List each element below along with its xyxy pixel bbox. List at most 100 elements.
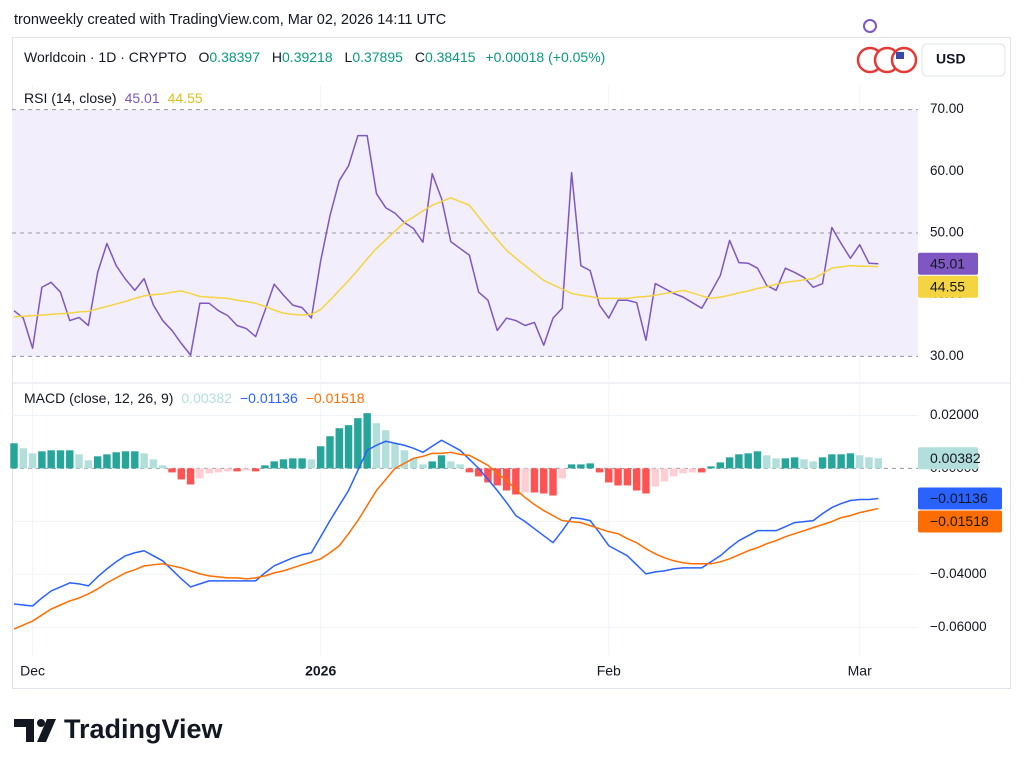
histogram-bar	[103, 454, 111, 469]
logo-mark	[14, 719, 34, 742]
histogram-bar	[493, 468, 501, 486]
value-badge	[918, 447, 978, 470]
legend: RSI (14, close) 45.01 44.55	[24, 90, 203, 106]
histogram-bar	[651, 468, 659, 487]
legend-value: 44.55	[168, 90, 203, 106]
histogram-bar	[772, 458, 780, 469]
histogram-bar	[354, 418, 362, 469]
histogram-bar	[251, 468, 260, 472]
histogram-bar	[688, 468, 697, 473]
ohlc-label: O	[199, 49, 210, 65]
histogram-bar	[725, 457, 734, 469]
legend-title: MACD (close, 12, 26, 9)	[24, 390, 173, 406]
price-change: +0.00018 (+0.05%)	[485, 49, 605, 65]
histogram-bar	[75, 454, 83, 469]
histogram-bar	[224, 468, 232, 472]
y-tick-label: 30.00	[930, 348, 964, 363]
histogram-bar	[614, 468, 622, 486]
histogram-bar	[623, 468, 632, 486]
histogram-bar	[131, 451, 139, 469]
histogram-bar	[168, 468, 176, 473]
histogram-bar	[632, 468, 641, 491]
histogram-bar	[196, 468, 204, 479]
histogram-bar	[298, 458, 306, 469]
value-badge	[918, 487, 1002, 510]
histogram-bar	[753, 451, 762, 469]
histogram-bar	[409, 458, 418, 469]
histogram-bar	[465, 468, 474, 473]
histogram-bar	[660, 468, 669, 482]
histogram-bar	[456, 464, 464, 469]
histogram-bar	[744, 453, 752, 469]
legend-value: −0.01136	[240, 390, 298, 406]
histogram-bar	[474, 468, 483, 477]
badge-icon	[863, 19, 877, 33]
ohlc-label: L	[345, 49, 353, 65]
y-tick-label: 70.00	[930, 101, 964, 116]
chart-frame	[12, 37, 1011, 689]
histogram-bar	[567, 464, 576, 469]
histogram-bar	[316, 446, 325, 469]
histogram-bar	[261, 465, 269, 469]
histogram-bar	[242, 468, 251, 471]
brand-name: TradingView	[64, 714, 224, 744]
histogram-bar	[93, 456, 102, 469]
histogram-bar	[205, 468, 213, 474]
histogram-bar	[521, 468, 529, 493]
legend: MACD (close, 12, 26, 9) 0.00382 −0.01136 −0…	[24, 390, 365, 406]
ohlc-label: H	[272, 49, 282, 65]
histogram-bar	[809, 461, 817, 469]
histogram-bar	[214, 468, 223, 473]
histogram-bar	[716, 462, 725, 469]
histogram-bar	[763, 455, 771, 469]
histogram-bar	[140, 453, 148, 469]
x-tick-label: Mar	[848, 663, 872, 679]
series-line	[13, 451, 879, 630]
histogram-bar	[233, 468, 241, 472]
value-badge	[918, 510, 1002, 533]
histogram-bar	[335, 428, 343, 469]
ohlc-value: 0.37895	[352, 49, 403, 65]
histogram-bar	[363, 413, 371, 469]
currency: USD	[936, 51, 966, 67]
y-tick-label: 0.02000	[930, 407, 979, 422]
value-badge-label: 45.01	[930, 255, 965, 271]
x-tick-label: 2026	[305, 663, 336, 679]
histogram-bar	[289, 458, 297, 469]
histogram-bar	[382, 430, 390, 469]
histogram-bar	[149, 459, 158, 469]
histogram-bar	[530, 468, 539, 493]
histogram-bar	[38, 451, 46, 469]
histogram-bar	[586, 463, 594, 469]
logo-mark	[37, 719, 56, 742]
histogram-bar	[781, 458, 790, 469]
legend-title: RSI (14, close)	[24, 90, 117, 106]
flag-canton	[896, 52, 904, 59]
histogram-bar	[502, 468, 511, 491]
histogram-bar	[670, 468, 678, 477]
ohlc-value: 0.39218	[282, 49, 333, 65]
y-tick-label: 60.00	[930, 163, 964, 178]
value-badge-label: −0.01136	[930, 490, 988, 506]
histogram-bar	[484, 468, 492, 483]
value-badge-label: 44.55	[930, 278, 965, 294]
series-line	[13, 134, 879, 356]
histogram-bar	[326, 436, 334, 469]
histogram-bar	[112, 452, 120, 469]
histogram-bar	[84, 460, 93, 469]
ohlc-label: C	[415, 49, 425, 65]
logo-mark	[37, 719, 45, 727]
legend-value: 0.00382	[181, 390, 232, 406]
series-line	[13, 439, 879, 607]
histogram-bar	[605, 468, 613, 483]
histogram-bar	[577, 464, 585, 469]
currency-button[interactable]	[921, 43, 1006, 77]
histogram-bar	[400, 450, 409, 469]
histogram-bar	[186, 468, 195, 485]
value-badge	[918, 252, 978, 275]
value-badge-label: 0.00382	[930, 450, 981, 466]
histogram-bar	[707, 466, 715, 469]
